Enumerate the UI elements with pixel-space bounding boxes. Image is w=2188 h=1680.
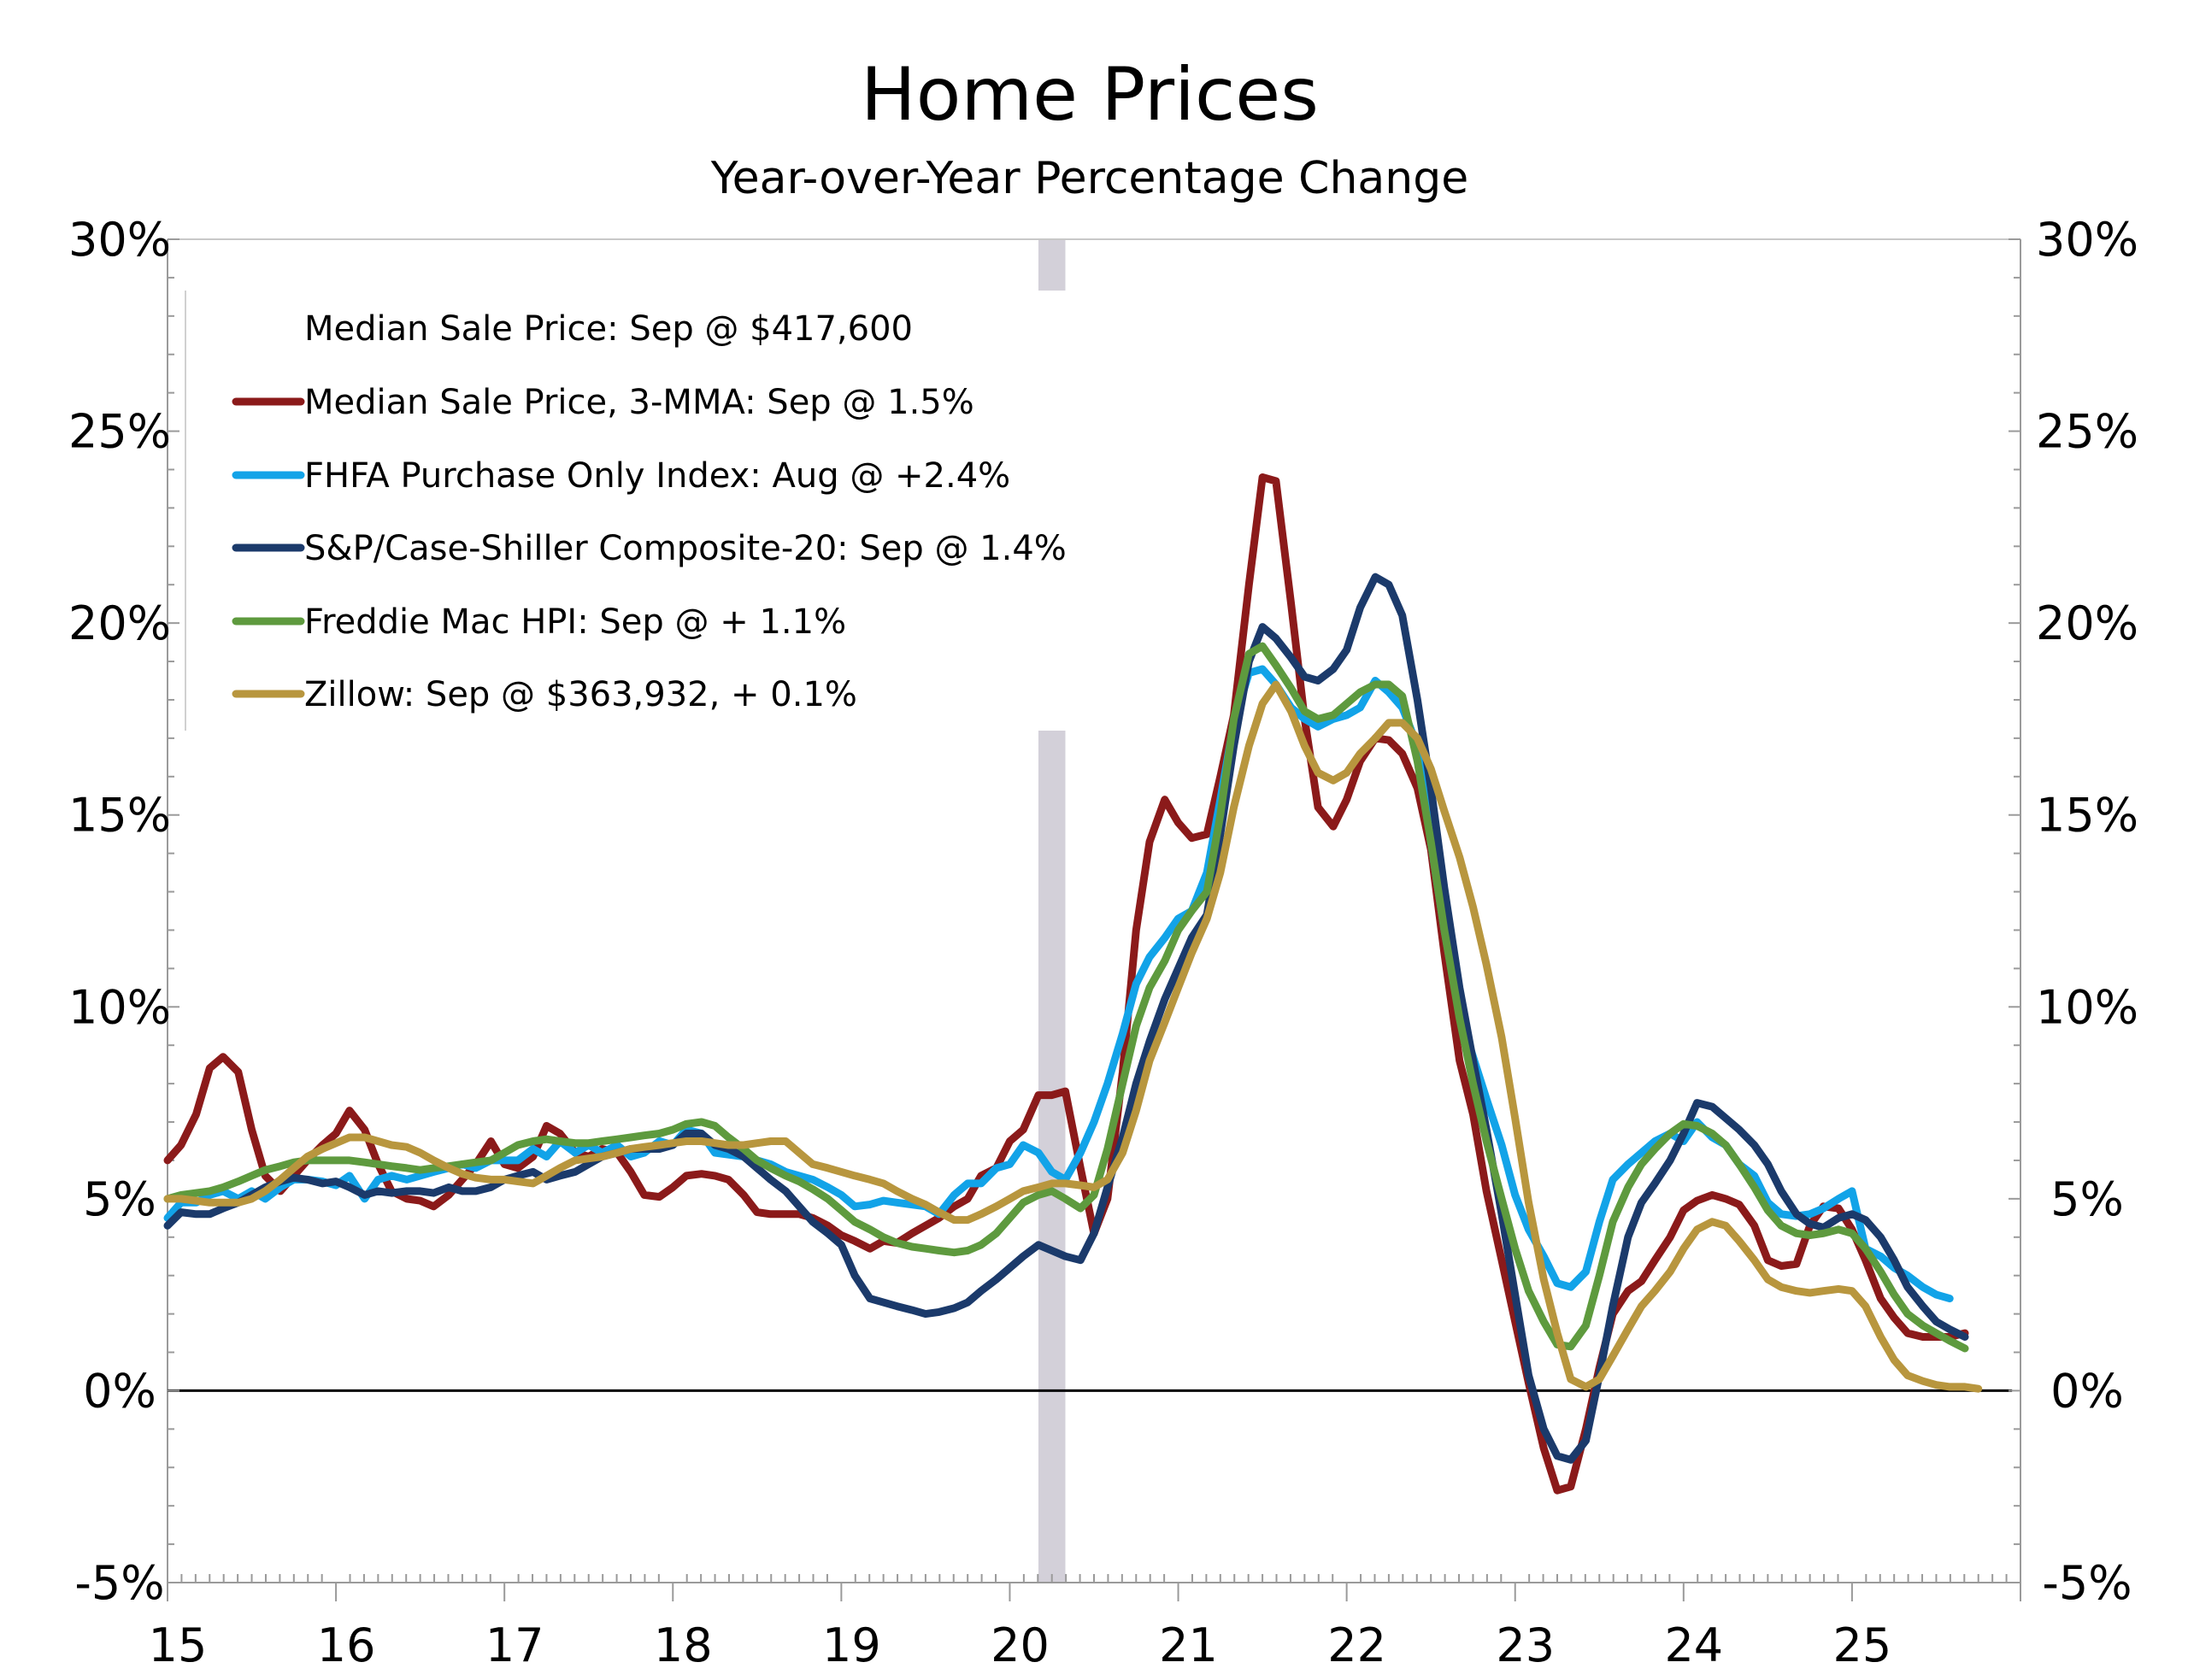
y-tick-label-left: 0% (83, 1364, 156, 1418)
x-tick-label: 21 (1159, 1618, 1218, 1672)
legend-label-case-shiller: S&P/Case-Shiller Composite-20: Sep @ 1.4… (304, 529, 1067, 568)
y-tick-label-right: 25% (2036, 405, 2138, 459)
series-line-4 (163, 680, 1983, 1393)
chart-subtitle: Year-over-Year Percentage Change (710, 153, 1469, 204)
legend-label-zillow: Zillow: Sep @ $363,932, + 0.1% (304, 675, 857, 714)
x-tick-label: 20 (991, 1618, 1050, 1672)
y-tick-label-right: 15% (2036, 789, 2138, 843)
x-tick-label: 25 (1833, 1618, 1892, 1672)
x-tick-label: 15 (149, 1618, 208, 1672)
y-tick-label-left: 10% (68, 980, 171, 1034)
y-gridless-axis-left: 30% 30% 25% 25% 20% 20% 15% 15% 10% 10% 5% 5% 0% 0% -5… (68, 213, 2138, 1672)
x-tick-label: 19 (822, 1618, 881, 1672)
series-lines (163, 473, 1983, 1495)
y-tick-label-left: -5% (74, 1556, 164, 1610)
x-tick-label: 18 (654, 1618, 713, 1672)
series-line-2 (163, 573, 1969, 1464)
x-tick-label: 22 (1327, 1618, 1386, 1672)
y-tick-label-right: 0% (2050, 1364, 2124, 1418)
x-tick-label: 23 (1496, 1618, 1555, 1672)
y-tick-label-right: -5% (2042, 1556, 2132, 1610)
x-tick-label: 17 (485, 1618, 544, 1672)
legend-box (184, 291, 1068, 731)
legend-label-median: Median Sale Price, 3-MMA: Sep @ 1.5% (304, 383, 974, 422)
y-tick-label-right: 5% (2050, 1172, 2124, 1226)
legend-label-fhfa: FHFA Purchase Only Index: Aug @ +2.4% (304, 456, 1010, 496)
chart-title: Home Prices (861, 52, 1319, 138)
legend-header: Median Sale Price: Sep @ $417,600 (304, 309, 913, 349)
x-tick-label: 16 (317, 1618, 376, 1672)
legend-label-freddie-mac: Freddie Mac HPI: Sep @ + 1.1% (304, 602, 846, 642)
y-tick-label-left: 15% (68, 789, 171, 843)
y-tick-label-left: 20% (68, 596, 171, 650)
y-tick-label-left: 30% (68, 213, 171, 267)
y-tick-label-right: 10% (2036, 980, 2138, 1034)
y-tick-label-right: 30% (2036, 213, 2138, 267)
legend: Median Sale Price: Sep @ $417,600 Median… (184, 291, 1068, 731)
y-tick-label-right: 20% (2036, 596, 2138, 650)
x-tick-label: 24 (1664, 1618, 1723, 1672)
series-line-3 (163, 642, 1969, 1353)
y-tick-label-left: 25% (68, 405, 171, 459)
y-tick-label-left: 5% (83, 1172, 156, 1226)
